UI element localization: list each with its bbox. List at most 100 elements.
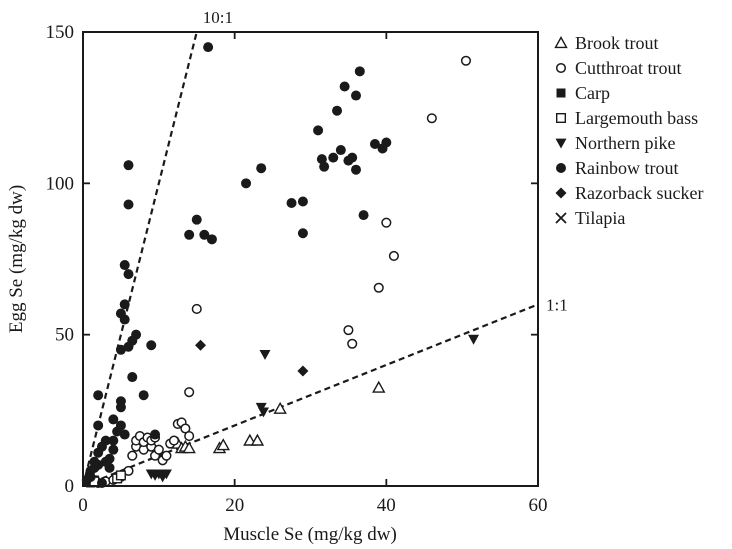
legend-marker-carp bbox=[556, 88, 566, 98]
point-rainbow-trout bbox=[328, 152, 339, 163]
point-rainbow-trout bbox=[100, 435, 111, 446]
point-cutthroat-trout bbox=[153, 444, 164, 455]
legend-label-tilapia: Tilapia bbox=[575, 208, 625, 228]
point-cutthroat-trout bbox=[426, 113, 437, 124]
x-tick-label: 40 bbox=[377, 495, 396, 516]
x-tick-label: 60 bbox=[529, 495, 548, 516]
y-tick-label: 0 bbox=[65, 476, 75, 497]
point-rainbow-trout bbox=[297, 228, 308, 239]
point-brook-trout bbox=[372, 380, 386, 393]
point-rainbow-trout bbox=[93, 459, 104, 470]
point-rainbow-trout bbox=[138, 390, 149, 401]
x-tick-label: 0 bbox=[78, 495, 88, 516]
point-rainbow-trout bbox=[123, 199, 134, 210]
point-rainbow-trout bbox=[119, 314, 130, 325]
legend: Brook trout Cutthroat trout Carp Largemo… bbox=[554, 33, 703, 228]
point-rainbow-trout bbox=[256, 163, 267, 174]
point-razorback-sucker bbox=[297, 365, 309, 377]
data-points bbox=[81, 42, 480, 489]
point-rainbow-trout bbox=[115, 420, 126, 431]
y-tick-label: 100 bbox=[46, 173, 75, 194]
point-brook-trout bbox=[216, 438, 230, 451]
legend-label-largemouth-bass: Largemouth bass bbox=[575, 108, 698, 128]
legend-marker-razorback-sucker bbox=[555, 187, 567, 199]
point-cutthroat-trout bbox=[373, 282, 384, 293]
point-rainbow-trout bbox=[191, 214, 202, 225]
point-rainbow-trout bbox=[319, 161, 330, 172]
legend-label-rainbow-trout: Rainbow trout bbox=[575, 158, 679, 178]
point-rainbow-trout bbox=[332, 105, 343, 116]
point-rainbow-trout bbox=[286, 198, 297, 209]
point-brook-trout bbox=[182, 441, 196, 454]
legend-marker-northern-pike bbox=[555, 138, 567, 149]
point-rainbow-trout bbox=[93, 420, 104, 431]
point-cutthroat-trout bbox=[388, 250, 399, 262]
x-axis-label: Muscle Se (mg/kg dw) bbox=[223, 524, 397, 545]
point-rainbow-trout bbox=[108, 435, 119, 446]
point-cutthroat-trout bbox=[168, 435, 180, 446]
point-brook-trout bbox=[250, 433, 265, 446]
point-rainbow-trout bbox=[199, 229, 210, 240]
legend-label-brook-trout: Brook trout bbox=[575, 33, 659, 53]
point-rainbow-trout bbox=[241, 178, 252, 189]
point-cutthroat-trout bbox=[184, 431, 195, 442]
ratio-10-1-line bbox=[81, 31, 198, 487]
x-tick-label: 20 bbox=[225, 495, 244, 516]
point-rainbow-trout bbox=[104, 453, 115, 464]
legend-label-carp: Carp bbox=[575, 83, 610, 103]
point-rainbow-trout bbox=[347, 152, 358, 163]
point-cutthroat-trout bbox=[184, 387, 195, 398]
legend-label-cutthroat-trout: Cutthroat trout bbox=[575, 58, 682, 78]
point-northern-pike bbox=[257, 407, 269, 418]
point-rainbow-trout bbox=[297, 196, 308, 207]
point-rainbow-trout bbox=[123, 160, 134, 171]
point-rainbow-trout bbox=[203, 42, 214, 53]
point-rainbow-trout bbox=[313, 125, 324, 136]
point-rainbow-trout bbox=[104, 462, 115, 473]
point-cutthroat-trout bbox=[347, 338, 358, 349]
point-rainbow-trout bbox=[115, 344, 126, 355]
point-rainbow-trout bbox=[131, 329, 142, 340]
point-largemouth-bass bbox=[115, 470, 126, 481]
point-rainbow-trout bbox=[119, 260, 130, 271]
point-rainbow-trout bbox=[369, 138, 380, 149]
point-rainbow-trout bbox=[351, 164, 361, 175]
point-rainbow-trout bbox=[351, 90, 361, 101]
legend-marker-cutthroat-trout bbox=[555, 62, 567, 74]
point-rainbow-trout bbox=[335, 145, 346, 156]
y-tick-labels: 0 50 100 150 bbox=[46, 22, 75, 497]
y-axis-label: Egg Se (mg/kg dw) bbox=[6, 185, 27, 333]
point-cutthroat-trout bbox=[343, 325, 354, 336]
point-rainbow-trout bbox=[150, 429, 161, 440]
point-cutthroat-trout bbox=[127, 450, 138, 461]
point-cutthroat-trout bbox=[191, 303, 202, 314]
point-rainbow-trout bbox=[119, 429, 130, 440]
point-cutthroat-trout bbox=[381, 217, 392, 228]
legend-label-razorback-sucker: Razorback sucker bbox=[575, 183, 703, 203]
point-razorback-sucker bbox=[195, 339, 207, 351]
point-rainbow-trout bbox=[115, 396, 126, 407]
point-rainbow-trout bbox=[127, 372, 138, 383]
point-northern-pike bbox=[259, 349, 271, 360]
plot-frame bbox=[82, 31, 539, 487]
point-cutthroat-trout bbox=[460, 55, 472, 66]
point-rainbow-trout bbox=[108, 444, 119, 455]
point-northern-pike bbox=[468, 334, 480, 345]
axis-ticks bbox=[82, 31, 539, 487]
point-rainbow-trout bbox=[146, 340, 157, 351]
y-tick-label: 150 bbox=[46, 22, 75, 43]
point-rainbow-trout bbox=[358, 210, 369, 221]
point-rainbow-trout bbox=[316, 154, 327, 165]
y-tick-label: 50 bbox=[55, 325, 74, 346]
point-rainbow-trout bbox=[381, 137, 392, 148]
point-rainbow-trout bbox=[93, 390, 104, 401]
point-rainbow-trout bbox=[184, 229, 195, 240]
point-rainbow-trout bbox=[206, 234, 217, 245]
point-rainbow-trout bbox=[123, 269, 134, 280]
legend-markers bbox=[554, 36, 568, 224]
x-tick-labels: 0 20 40 60 bbox=[78, 495, 547, 516]
legend-marker-brook-trout bbox=[554, 36, 568, 49]
point-rainbow-trout bbox=[339, 81, 350, 92]
